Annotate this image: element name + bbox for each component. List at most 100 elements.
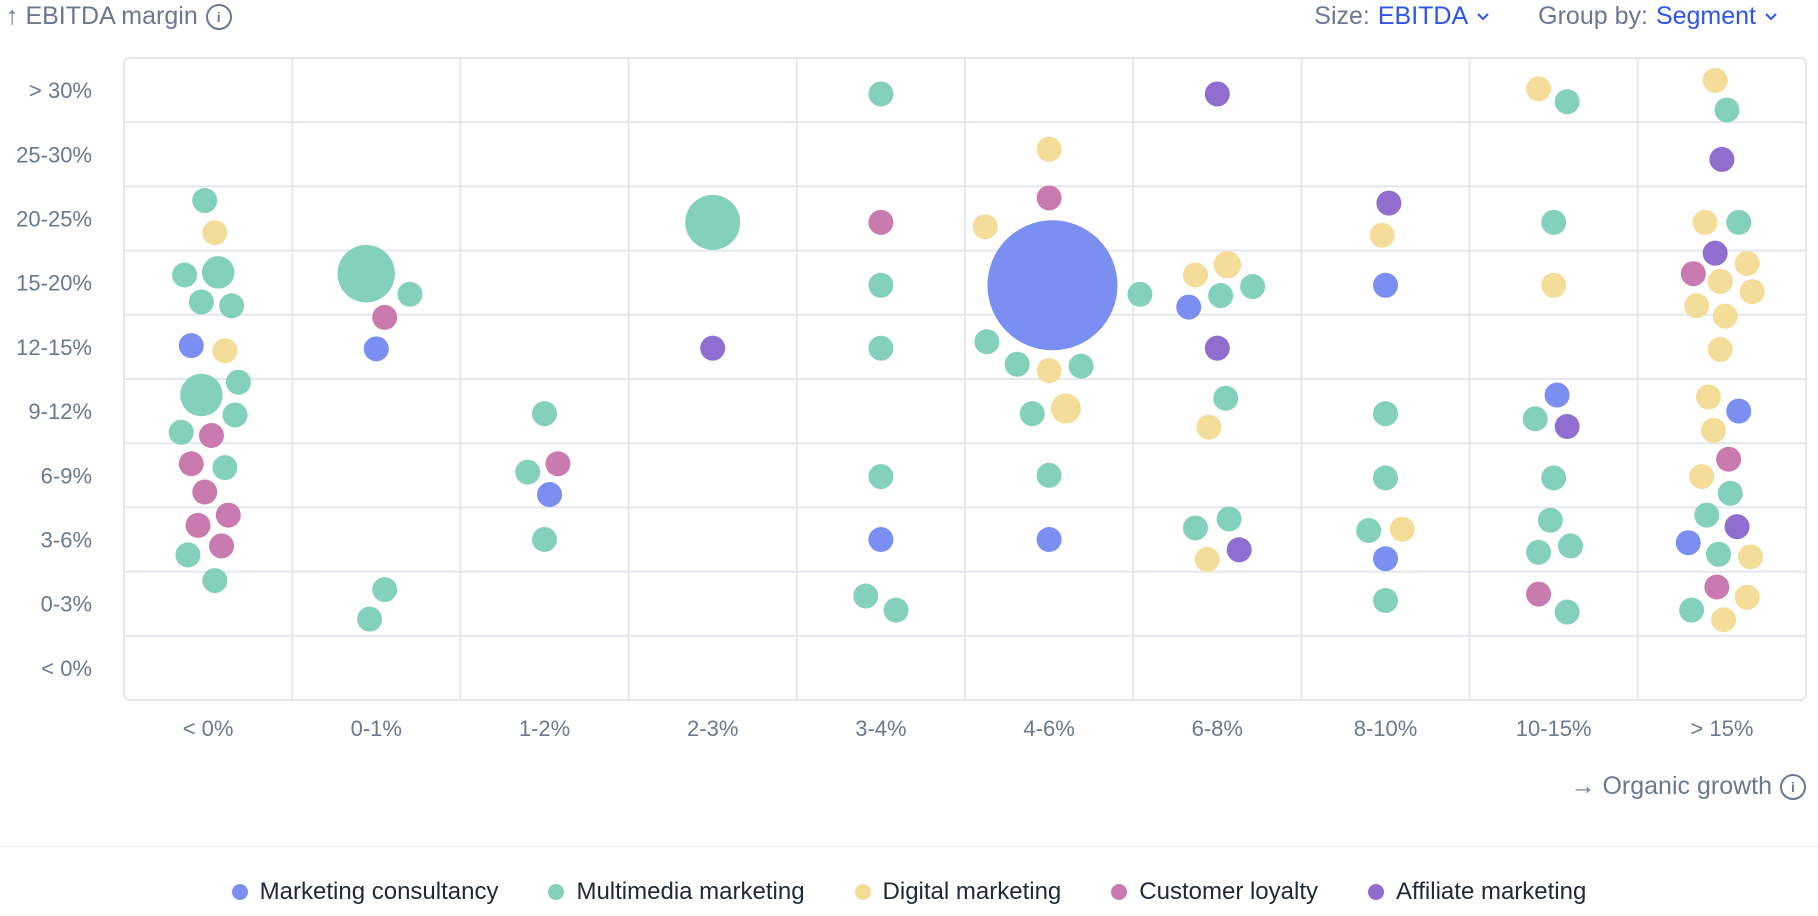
- bubble[interactable]: Multimedia marketing: [1522, 406, 1548, 432]
- bubble[interactable]: Customer loyalty: [1704, 574, 1730, 600]
- bubble[interactable]: Multimedia marketing: [515, 459, 541, 485]
- bubble[interactable]: Multimedia marketing: [1127, 281, 1153, 307]
- legend-item[interactable]: Digital marketing: [854, 878, 1061, 906]
- bubble[interactable]: Marketing consultancy: [363, 336, 389, 362]
- bubble[interactable]: Multimedia marketing: [883, 597, 909, 623]
- bubble[interactable]: Affiliate marketing: [1204, 335, 1230, 361]
- bubble[interactable]: Multimedia marketing: [1240, 274, 1266, 300]
- bubble[interactable]: Digital marketing: [1695, 384, 1721, 410]
- bubble[interactable]: Customer loyalty: [192, 479, 218, 505]
- bubble[interactable]: Multimedia marketing: [188, 289, 214, 315]
- bubble[interactable]: Digital marketing: [972, 214, 998, 240]
- bubble[interactable]: Multimedia marketing: [1679, 597, 1705, 623]
- bubble[interactable]: Multimedia marketing: [1373, 401, 1398, 427]
- bubble[interactable]: Affiliate marketing: [1376, 190, 1402, 216]
- bubble[interactable]: Multimedia marketing: [219, 293, 245, 319]
- bubble[interactable]: Multimedia marketing: [1541, 209, 1567, 235]
- bubble[interactable]: Multimedia marketing: [1714, 97, 1740, 123]
- bubble[interactable]: Multimedia marketing: [1019, 401, 1045, 427]
- bubble[interactable]: Multimedia marketing: [868, 335, 894, 361]
- bubble[interactable]: Multimedia marketing: [1004, 351, 1030, 377]
- bubble[interactable]: Digital marketing: [1213, 250, 1242, 279]
- bubble[interactable]: Multimedia marketing: [1558, 533, 1584, 559]
- bubble[interactable]: Digital marketing: [1389, 516, 1415, 542]
- bubble[interactable]: Digital marketing: [202, 220, 228, 246]
- bubble[interactable]: Digital marketing: [1712, 303, 1738, 329]
- bubble[interactable]: Customer loyalty: [1716, 446, 1742, 472]
- bubble[interactable]: Multimedia marketing: [868, 272, 894, 298]
- bubble[interactable]: Affiliate marketing: [700, 335, 726, 361]
- bubble[interactable]: Multimedia marketing: [853, 583, 879, 609]
- legend-item[interactable]: Multimedia marketing: [548, 878, 805, 906]
- bubble[interactable]: Multimedia marketing: [1213, 385, 1239, 411]
- bubble[interactable]: Digital marketing: [1182, 262, 1208, 288]
- bubble[interactable]: Digital marketing: [1526, 76, 1552, 102]
- bubble[interactable]: Multimedia marketing: [532, 527, 557, 552]
- bubble[interactable]: Multimedia marketing: [201, 256, 235, 289]
- bubble[interactable]: Marketing consultancy: [1726, 398, 1752, 424]
- bubble[interactable]: Multimedia marketing: [532, 401, 557, 427]
- bubble[interactable]: Multimedia marketing: [1537, 507, 1563, 533]
- bubble[interactable]: Multimedia marketing: [685, 194, 741, 250]
- bubble[interactable]: Marketing consultancy: [1373, 546, 1398, 572]
- bubble[interactable]: Digital marketing: [1734, 250, 1760, 276]
- bubble[interactable]: Multimedia marketing: [222, 402, 248, 428]
- bubble[interactable]: Digital marketing: [1036, 136, 1062, 162]
- bubble[interactable]: Multimedia marketing: [180, 373, 223, 417]
- bubble[interactable]: Multimedia marketing: [1726, 209, 1752, 235]
- bubble[interactable]: Multimedia marketing: [372, 577, 398, 603]
- bubble[interactable]: Digital marketing: [1734, 584, 1760, 610]
- bubble[interactable]: Digital marketing: [1739, 279, 1765, 305]
- bubble[interactable]: Affiliate marketing: [1709, 146, 1735, 172]
- bubble[interactable]: Digital marketing: [1541, 272, 1567, 298]
- bubble[interactable]: Marketing consultancy: [537, 482, 563, 508]
- group-by-dropdown[interactable]: Group by: Segment: [1538, 2, 1778, 31]
- bubble[interactable]: Digital marketing: [1737, 544, 1763, 570]
- bubble[interactable]: Digital marketing: [1050, 393, 1081, 424]
- bubble[interactable]: Multimedia marketing: [337, 244, 395, 303]
- bubble[interactable]: Digital marketing: [1711, 607, 1737, 633]
- bubble[interactable]: Affiliate marketing: [1204, 81, 1230, 107]
- bubble[interactable]: Multimedia marketing: [1373, 465, 1398, 491]
- bubble[interactable]: Multimedia marketing: [212, 455, 238, 481]
- bubble[interactable]: Marketing consultancy: [1176, 294, 1202, 320]
- bubble[interactable]: Customer loyalty: [1680, 261, 1706, 287]
- bubble[interactable]: Digital marketing: [212, 338, 238, 364]
- bubble[interactable]: Digital marketing: [1369, 222, 1395, 248]
- bubble[interactable]: Multimedia marketing: [1182, 515, 1208, 541]
- bubble[interactable]: Multimedia marketing: [1373, 587, 1398, 613]
- bubble[interactable]: Customer loyalty: [545, 451, 571, 477]
- bubble[interactable]: Digital marketing: [1684, 293, 1710, 319]
- bubble[interactable]: Digital marketing: [1036, 358, 1062, 384]
- bubble[interactable]: Marketing consultancy: [868, 527, 894, 552]
- bubble[interactable]: Marketing consultancy: [1373, 272, 1398, 298]
- bubble[interactable]: Marketing consultancy: [1675, 530, 1701, 556]
- legend-item[interactable]: Affiliate marketing: [1368, 878, 1586, 906]
- bubble[interactable]: Customer loyalty: [372, 304, 398, 330]
- bubble[interactable]: Multimedia marketing: [202, 568, 228, 594]
- bubble[interactable]: Marketing consultancy: [987, 220, 1118, 351]
- bubble[interactable]: Multimedia marketing: [1717, 480, 1743, 506]
- bubble[interactable]: Customer loyalty: [1526, 581, 1552, 607]
- bubble[interactable]: Digital marketing: [1194, 546, 1220, 572]
- legend-item[interactable]: Customer loyalty: [1111, 878, 1318, 906]
- bubble[interactable]: Multimedia marketing: [868, 81, 894, 107]
- bubble[interactable]: Multimedia marketing: [1541, 465, 1567, 491]
- bubble[interactable]: Affiliate marketing: [1724, 514, 1750, 540]
- bubble[interactable]: Multimedia marketing: [1554, 89, 1580, 115]
- bubble[interactable]: Multimedia marketing: [1526, 539, 1552, 565]
- bubble[interactable]: Customer loyalty: [198, 422, 224, 448]
- bubble[interactable]: Customer loyalty: [868, 209, 894, 235]
- bubble[interactable]: Multimedia marketing: [397, 281, 423, 307]
- bubble[interactable]: Multimedia marketing: [175, 542, 201, 568]
- bubble[interactable]: Multimedia marketing: [225, 369, 251, 395]
- info-icon[interactable]: i: [205, 3, 232, 30]
- bubble[interactable]: Customer loyalty: [178, 451, 204, 477]
- bubble[interactable]: Multimedia marketing: [192, 188, 218, 214]
- bubble[interactable]: Multimedia marketing: [974, 329, 1000, 355]
- legend-item[interactable]: Marketing consultancy: [231, 878, 498, 906]
- bubble[interactable]: Multimedia marketing: [1706, 541, 1732, 567]
- bubble[interactable]: Affiliate marketing: [1226, 537, 1252, 563]
- bubble[interactable]: Customer loyalty: [1036, 185, 1062, 211]
- bubble[interactable]: Customer loyalty: [215, 502, 241, 528]
